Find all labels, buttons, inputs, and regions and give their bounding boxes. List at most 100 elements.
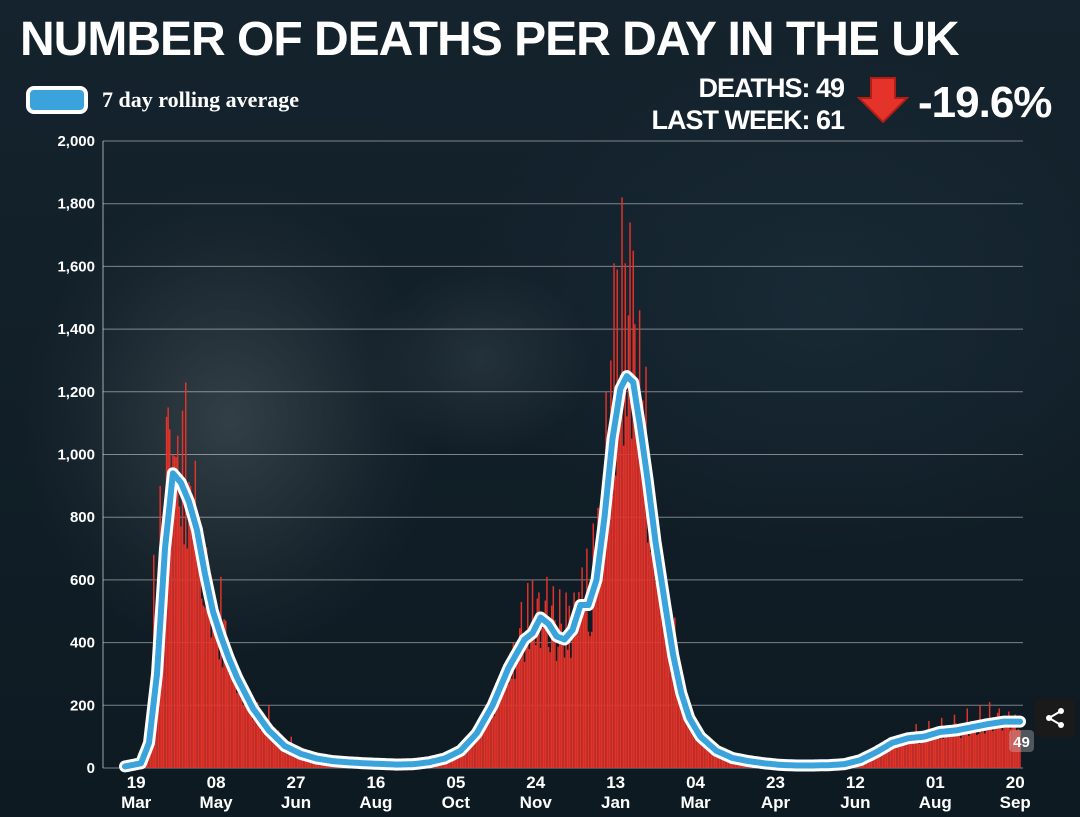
daily-bar bbox=[459, 749, 462, 768]
daily-bar bbox=[597, 507, 599, 768]
daily-bar bbox=[221, 667, 224, 768]
rolling-average-line bbox=[122, 373, 1023, 770]
daily-bar bbox=[570, 657, 572, 768]
daily-bar bbox=[204, 607, 206, 768]
daily-bar bbox=[293, 752, 296, 768]
daily-bar bbox=[562, 633, 564, 768]
daily-bar bbox=[194, 460, 197, 768]
daily-bar bbox=[587, 631, 590, 768]
daily-bar bbox=[261, 719, 264, 768]
daily-bar bbox=[912, 738, 914, 768]
daily-bar bbox=[471, 733, 473, 768]
daily-bar bbox=[519, 628, 521, 768]
daily-bar bbox=[1016, 730, 1018, 768]
daily-bar bbox=[245, 702, 248, 768]
daily-bar bbox=[509, 652, 511, 768]
daily-bar bbox=[1001, 730, 1004, 768]
daily-bar bbox=[995, 728, 997, 768]
daily-bar bbox=[891, 741, 893, 768]
daily-bar bbox=[603, 504, 606, 768]
daily-bar bbox=[656, 574, 658, 768]
daily-bar bbox=[560, 623, 563, 768]
daily-bar bbox=[558, 589, 561, 768]
daily-bar bbox=[284, 750, 286, 768]
daily-bar bbox=[295, 753, 297, 768]
daily-bar bbox=[931, 730, 933, 768]
y-tick-label: 1,200 bbox=[57, 384, 95, 401]
daily-bar bbox=[690, 717, 692, 768]
daily-bar bbox=[701, 733, 703, 768]
daily-bar bbox=[992, 731, 994, 768]
daily-bars bbox=[133, 197, 1021, 769]
daily-bar bbox=[269, 734, 272, 768]
daily-bar bbox=[552, 586, 555, 768]
daily-bar bbox=[272, 730, 275, 768]
daily-bar bbox=[682, 703, 684, 768]
daily-bar bbox=[900, 746, 903, 768]
daily-bar bbox=[916, 736, 919, 768]
daily-bar bbox=[178, 506, 181, 768]
daily-bar bbox=[260, 730, 262, 768]
daily-bar bbox=[886, 749, 889, 768]
daily-bar bbox=[511, 678, 513, 768]
daily-bar bbox=[563, 657, 566, 768]
daily-bar bbox=[515, 648, 518, 768]
daily-bar bbox=[934, 738, 937, 768]
daily-bar bbox=[926, 741, 929, 768]
daily-bar bbox=[642, 400, 644, 768]
x-tick-day: 01 bbox=[926, 773, 945, 792]
daily-bar bbox=[613, 263, 615, 768]
daily-bar bbox=[573, 592, 575, 768]
daily-bar bbox=[590, 631, 593, 768]
daily-bar bbox=[450, 756, 452, 768]
daily-bar bbox=[256, 702, 259, 768]
x-tick-day: 27 bbox=[287, 773, 306, 792]
daily-bar bbox=[586, 548, 588, 768]
daily-bar bbox=[578, 591, 580, 768]
y-tick-label: 600 bbox=[70, 572, 95, 589]
daily-bar bbox=[913, 733, 916, 768]
daily-bar bbox=[248, 689, 251, 768]
daily-bar bbox=[650, 552, 652, 768]
x-tick-month: May bbox=[200, 793, 234, 812]
daily-bar bbox=[614, 475, 617, 768]
daily-bar bbox=[899, 736, 901, 768]
daily-bar bbox=[677, 675, 679, 768]
x-tick-day: 12 bbox=[846, 773, 865, 792]
daily-bar bbox=[923, 730, 925, 768]
daily-bar bbox=[937, 727, 940, 768]
daily-bar bbox=[485, 711, 487, 768]
daily-bar bbox=[661, 592, 663, 768]
y-axis-labels: 0 200 400 600 800 1,000 1,200 1,400 1,600 1,800 2,… bbox=[57, 133, 95, 777]
daily-bar bbox=[877, 754, 879, 768]
daily-bar bbox=[977, 734, 980, 768]
daily-bar bbox=[964, 722, 967, 768]
daily-bar bbox=[525, 646, 527, 768]
daily-bar bbox=[496, 704, 499, 768]
daily-bar bbox=[177, 435, 179, 768]
daily-bar bbox=[191, 493, 193, 768]
daily-bar bbox=[883, 751, 885, 768]
daily-bar bbox=[648, 485, 650, 768]
daily-bar bbox=[880, 752, 882, 768]
daily-bar bbox=[527, 583, 529, 768]
share-button[interactable] bbox=[1035, 699, 1075, 737]
daily-bar bbox=[229, 654, 232, 768]
daily-bar bbox=[988, 702, 991, 768]
daily-bar bbox=[480, 724, 483, 768]
daily-bar bbox=[1004, 721, 1007, 768]
daily-bar bbox=[654, 582, 657, 768]
daily-bar bbox=[550, 605, 553, 768]
daily-bar bbox=[685, 716, 687, 768]
daily-bar bbox=[170, 509, 173, 768]
daily-bar bbox=[627, 315, 630, 768]
daily-bar bbox=[985, 726, 988, 768]
daily-bar bbox=[539, 647, 542, 768]
daily-bar bbox=[963, 732, 965, 768]
daily-bar bbox=[467, 740, 470, 768]
daily-bar bbox=[878, 750, 881, 768]
x-tick-month: Mar bbox=[121, 793, 152, 812]
daily-bar bbox=[308, 757, 310, 768]
daily-bar bbox=[637, 426, 639, 768]
daily-bar bbox=[237, 670, 240, 768]
